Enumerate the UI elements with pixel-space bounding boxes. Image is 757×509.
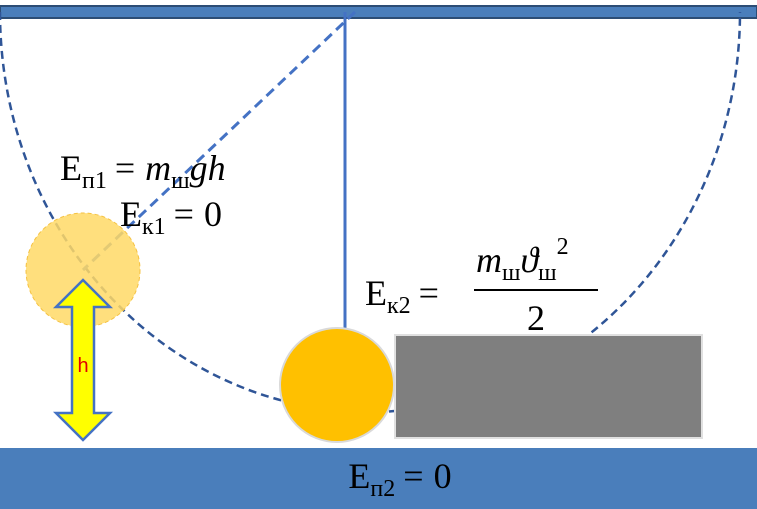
diagram: h Eп1=mшgh Eк1=0 Eк2= mшϑш2 2 Eп2=0 [0,0,757,509]
value: 0 [434,456,452,496]
fraction-denominator: 2 [527,298,545,338]
height-text: h [77,355,88,377]
op: = [419,273,439,313]
index: п1 [82,168,107,194]
op: = [403,456,423,496]
power: 2 [557,234,569,260]
index: п2 [370,476,395,502]
symbol: E [120,194,142,234]
mass: m [476,240,502,280]
op: = [115,148,135,188]
index: ш [502,260,521,286]
op: = [174,194,194,234]
symbol: E [365,273,387,313]
index: ш [538,260,557,286]
ball [280,328,394,442]
block [395,335,702,438]
ceiling [0,6,757,18]
expr: gh [190,148,226,188]
index: к1 [142,214,166,240]
symbol: E [60,148,82,188]
height-label: h [77,355,88,377]
index: к2 [387,293,411,319]
denominator: 2 [527,298,545,338]
value: 0 [204,194,222,234]
symbol: E [348,456,370,496]
index: ш [171,168,190,194]
mass: m [145,148,171,188]
